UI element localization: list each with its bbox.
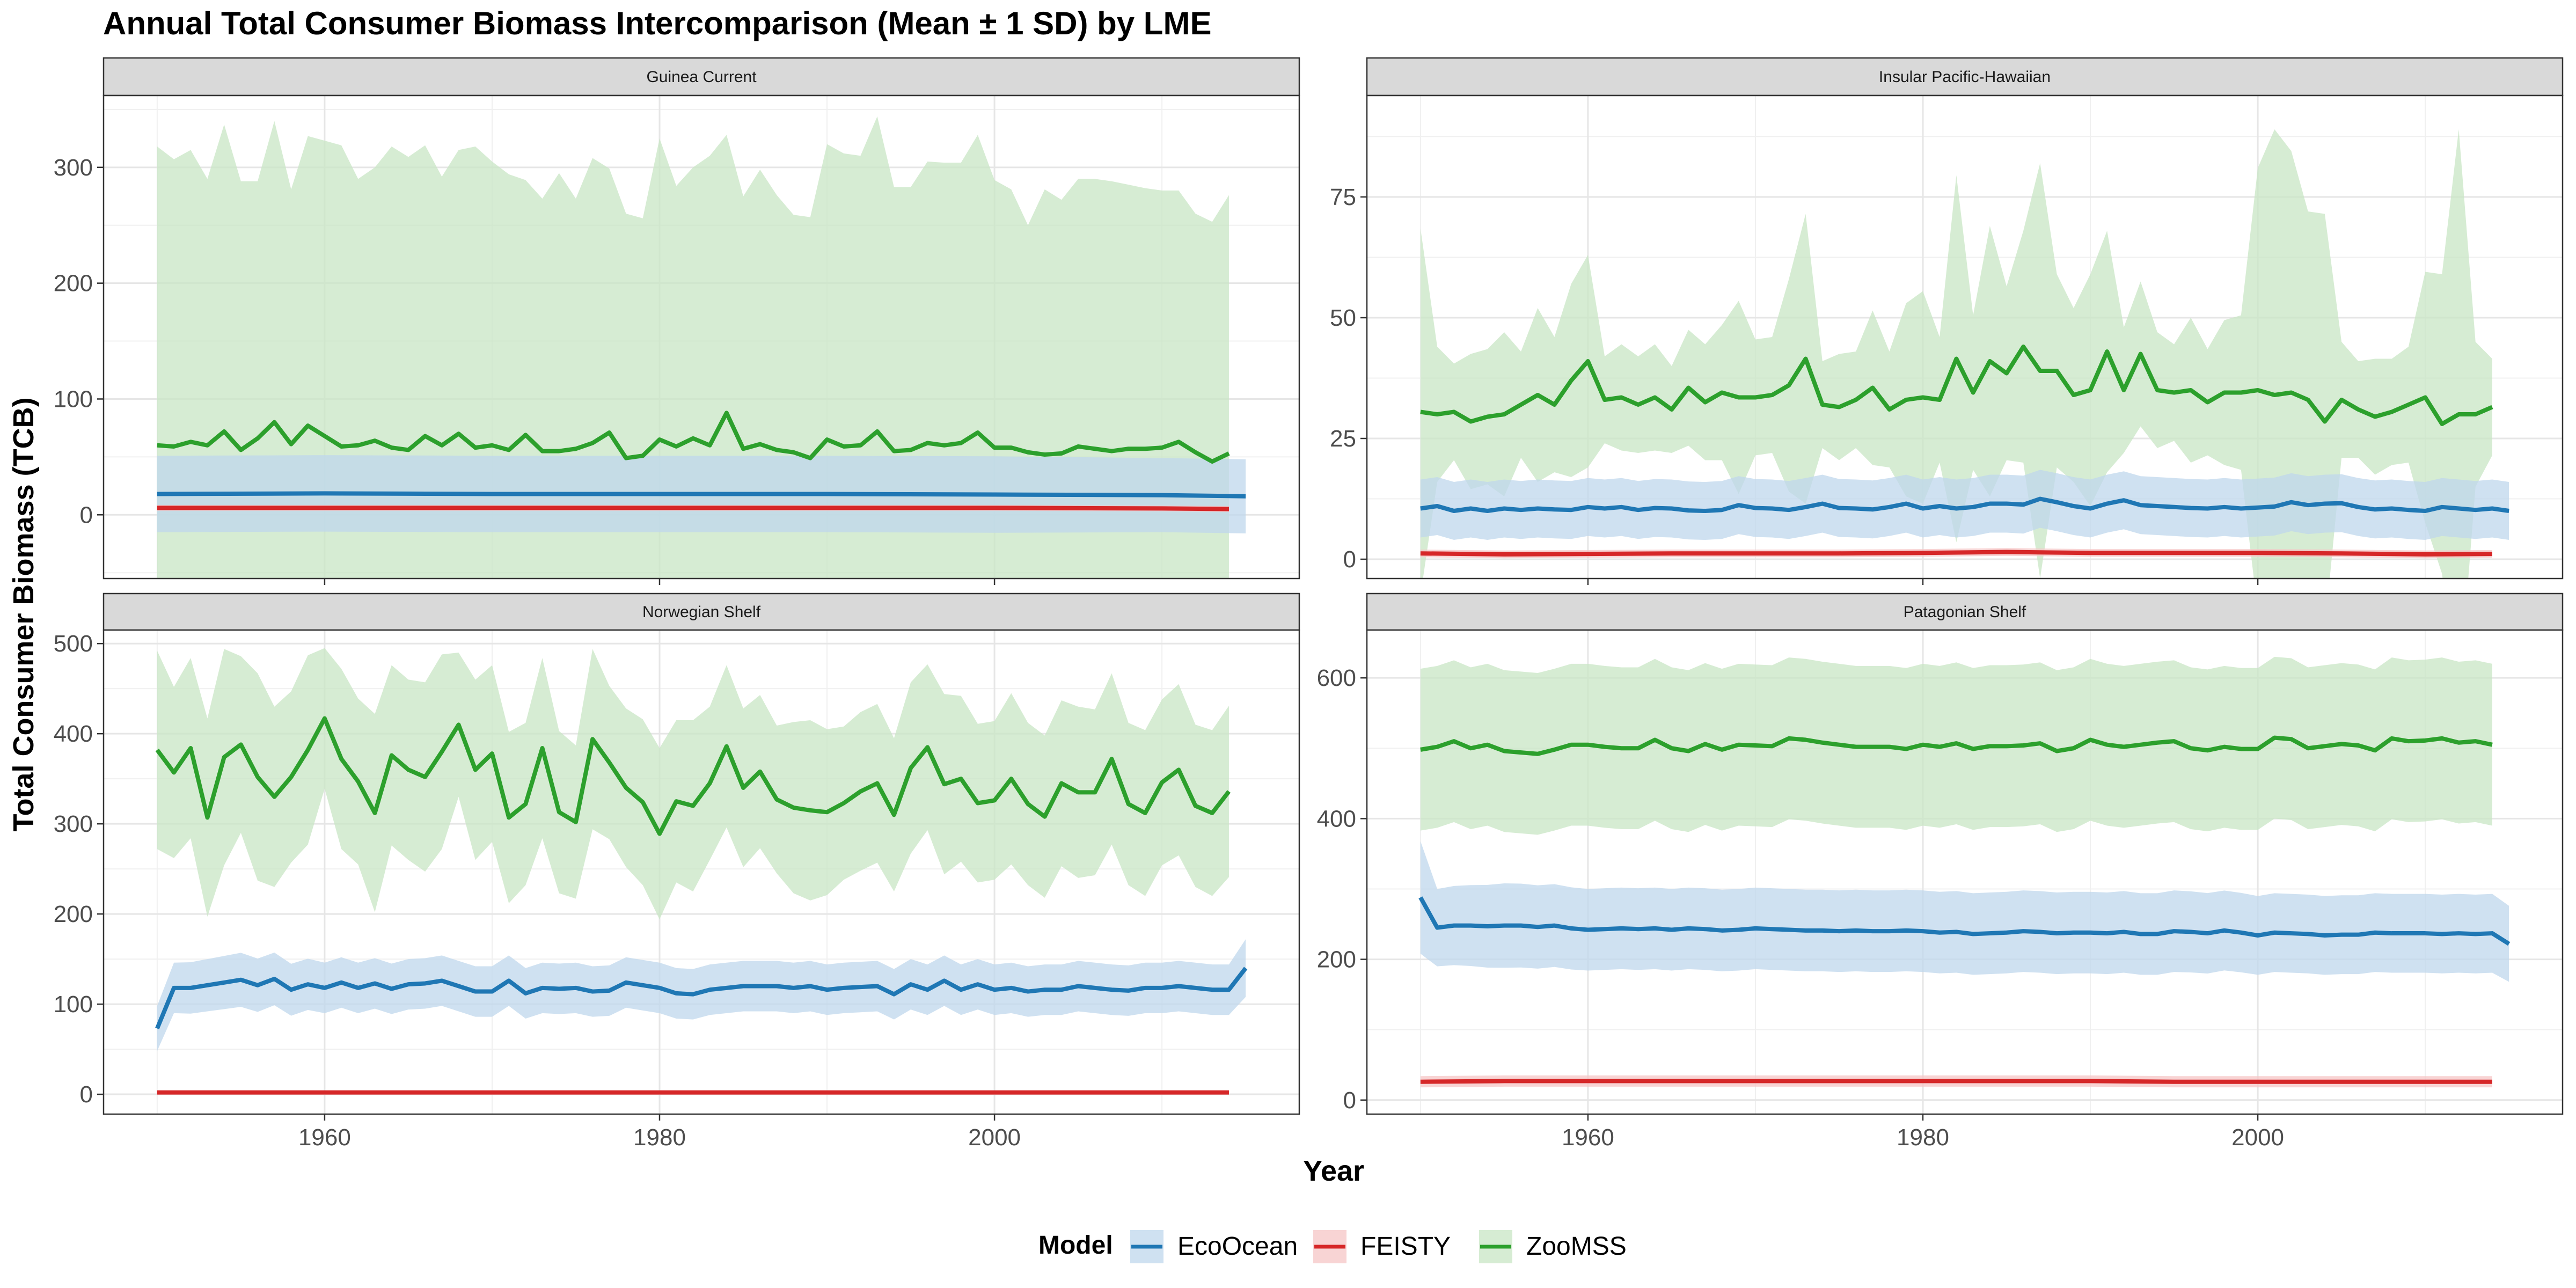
y-tick-label: 50: [1330, 305, 1356, 331]
line-ecoocean: [155, 967, 1248, 1029]
y-tick-label: 200: [54, 901, 93, 927]
strip-guinea-current: [103, 57, 1300, 97]
panel-border: [1366, 629, 2564, 1115]
line-ecoocean: [157, 491, 1246, 499]
y-tick-label: 0: [1343, 1087, 1356, 1114]
legend-label: ZooMSS: [1526, 1232, 1627, 1261]
line-zoomss: [1420, 345, 2493, 426]
x-tick-label: 1960: [298, 1124, 351, 1151]
strip-label: Norwegian Shelf: [642, 603, 761, 621]
strip-patagonian-shelf: [1366, 592, 2564, 631]
ribbon-zoomss: [1420, 129, 2492, 579]
strip-label: Insular Pacific-Hawaiian: [1879, 68, 2051, 86]
y-tick-label: 400: [54, 721, 93, 747]
line-ecoocean: [1420, 496, 2509, 513]
y-tick-label: 500: [54, 631, 93, 657]
y-tick-label: 25: [1330, 426, 1356, 452]
line-feisty: [157, 506, 1229, 511]
x-tick-label: 2000: [968, 1124, 1021, 1151]
y-tick-label: 100: [54, 991, 93, 1018]
y-tick-label: 300: [54, 811, 93, 837]
y-axis-title: Total Consumer Biomass (TCB): [8, 397, 40, 831]
legend-label: EcoOcean: [1177, 1232, 1298, 1261]
ribbon-zoomss: [1420, 656, 2492, 835]
strip-norwegian-shelf: [103, 592, 1300, 631]
y-tick-label: 600: [1317, 665, 1356, 691]
x-axis-title: Year: [1303, 1155, 1364, 1187]
ribbon-ecoocean: [157, 939, 1246, 1051]
panel-norwegian-shelf: Norwegian Shelf 0 100 200 300 400 500 1960 1980 2…: [54, 592, 1300, 1151]
series-group: [1420, 129, 2509, 579]
legend-label: FEISTY: [1360, 1232, 1451, 1261]
chart-title: Annual Total Consumer Biomass Intercompa…: [103, 5, 1211, 41]
panels-group: Guinea Current 0 100 200 300 Insular Pacific-…: [54, 57, 2564, 1151]
legend-item-feisty: FEISTY: [1313, 1230, 1451, 1263]
panel-border: [103, 629, 1300, 1115]
panel-border: [1366, 94, 2564, 580]
line-feisty: [1420, 550, 2492, 557]
panel-border: [103, 94, 1300, 580]
ribbon-ecoocean: [1420, 841, 2509, 982]
y-tick-label: 0: [80, 1081, 93, 1108]
legend-item-zoomss: ZooMSS: [1479, 1230, 1627, 1263]
strip-label: Guinea Current: [646, 68, 757, 86]
y-tick-label: 400: [1317, 806, 1356, 832]
legend-item-ecoocean: EcoOcean: [1130, 1230, 1298, 1263]
ribbon-zoomss: [157, 648, 1229, 920]
y-tick-label: 0: [1343, 546, 1356, 573]
ribbon-ecoocean: [1420, 470, 2509, 540]
panel-guinea-current: Guinea Current 0 100 200 300: [54, 57, 1300, 585]
x-tick-label: 1960: [1562, 1124, 1614, 1151]
y-tick-label: 0: [80, 502, 93, 528]
x-tick-label: 2000: [2231, 1124, 2284, 1151]
panel-patagonian-shelf: Patagonian Shelf 0 200 400 600 1960 1980 2000: [1317, 592, 2564, 1151]
y-tick-label: 200: [1317, 947, 1356, 973]
series-group: [155, 648, 1248, 1095]
line-zoomss: [155, 716, 1231, 836]
panel-insular-pacific-hawaiian: Insular Pacific-Hawaiian 0 25 50 75: [1330, 57, 2564, 585]
line-zoomss: [1420, 735, 2493, 756]
strip-insular-pacific-hawaiian: [1366, 57, 2564, 97]
y-tick-label: 200: [54, 270, 93, 297]
line-zoomss: [157, 411, 1230, 464]
x-tick-label: 1980: [1897, 1124, 1949, 1151]
y-tick-label: 100: [54, 386, 93, 412]
y-tick-label: 75: [1330, 184, 1356, 210]
legend: Model EcoOcean FEISTY ZooMSS: [1038, 1230, 1627, 1263]
y-tick-label: 300: [54, 155, 93, 181]
series-group: [1418, 656, 2511, 1088]
x-tick-label: 1980: [633, 1124, 686, 1151]
strip-label: Patagonian Shelf: [1904, 603, 2026, 621]
series-group: [157, 116, 1246, 579]
legend-title: Model: [1038, 1231, 1113, 1260]
line-ecoocean: [1418, 896, 2511, 946]
